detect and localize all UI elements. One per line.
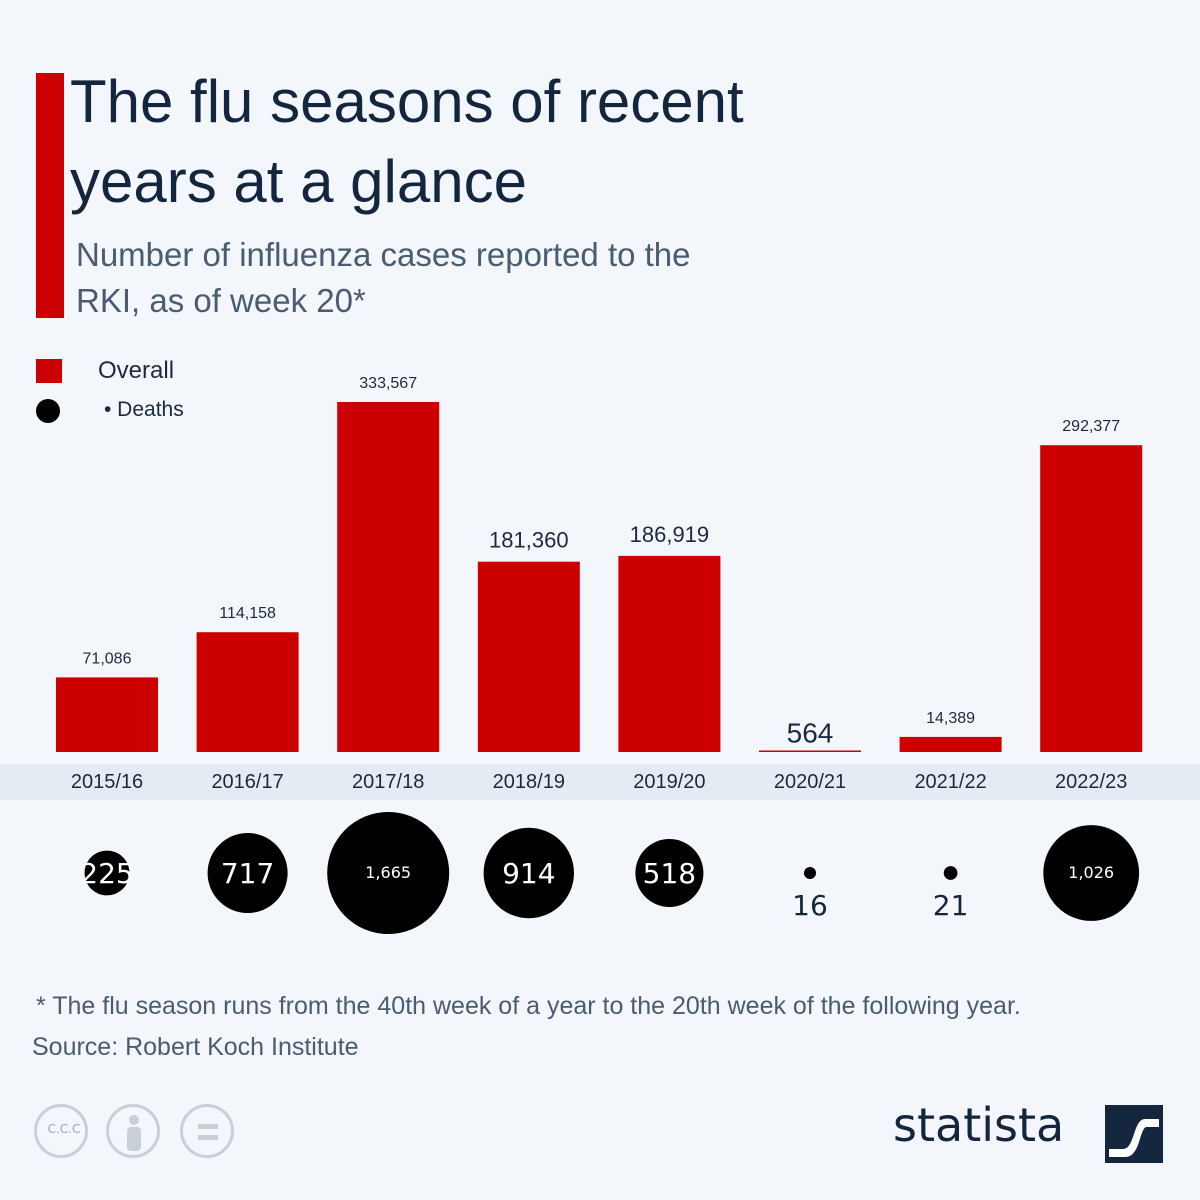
bar-2021/22	[899, 736, 1002, 752]
cc-label: C.C.C	[47, 1122, 81, 1136]
chart-title: The flu seasons of recent years at a gla…	[70, 68, 744, 215]
death-bubble-2021/22	[943, 866, 958, 880]
person-head	[129, 1115, 139, 1125]
death-bubble-2018/19	[483, 827, 574, 919]
cc-icon[interactable]: C.C.C	[34, 1104, 88, 1158]
bar-2020/21	[759, 750, 861, 752]
nd-equals-icon[interactable]	[180, 1104, 234, 1158]
bar-2017/18	[337, 402, 440, 752]
statista-logo-icon[interactable]	[1105, 1105, 1163, 1163]
death-value-label: 21	[933, 889, 969, 922]
bar-value-label: 114,158	[219, 605, 276, 622]
bar-value-label: 71,086	[83, 650, 132, 667]
legend-label-overall: Overall	[98, 357, 175, 384]
death-value-label: 914	[502, 857, 555, 890]
x-tick-label: 2022/23	[1055, 771, 1127, 793]
x-tick-label: 2017/18	[352, 771, 424, 793]
death-value-label: 16	[792, 889, 828, 922]
equals-line-top	[198, 1124, 218, 1129]
bar-value-label: 564	[787, 718, 834, 749]
death-value-label: 1,665	[365, 863, 411, 882]
death-value-label: 518	[643, 857, 696, 890]
x-tick-label: 2018/19	[493, 771, 565, 793]
footnote: * The flu season runs from the 40th week…	[36, 992, 1021, 1020]
legend-swatch-overall	[36, 359, 62, 383]
bar-2016/17	[196, 632, 299, 752]
chart-plot: 71,086 2015/16 225 114,158 2016/17 717 333,567…	[56, 375, 1143, 934]
x-tick-label: 2021/22	[914, 771, 986, 793]
death-bubble-2015/16	[84, 850, 130, 896]
legend-dot-deaths	[36, 399, 60, 423]
death-value-label: 1,026	[1068, 863, 1114, 882]
bar-value-label: 14,389	[926, 710, 975, 727]
x-tick-label: 2016/17	[211, 771, 283, 793]
source-note: Source: Robert Koch Institute	[32, 1033, 359, 1061]
x-tick-label: 2020/21	[774, 771, 846, 793]
x-axis-band	[0, 764, 1200, 800]
bar-value-label: 181,360	[489, 528, 569, 553]
death-bubble-2019/20	[635, 838, 704, 908]
bar-value-label: 333,567	[359, 375, 417, 392]
x-tick-label: 2015/16	[71, 771, 143, 793]
bar-2022/23	[1040, 445, 1143, 752]
death-value-label: 225	[80, 857, 133, 890]
legend-label-deaths: • Deaths	[104, 398, 184, 421]
death-value-label: 717	[221, 857, 274, 890]
death-bubble-2016/17	[207, 832, 288, 914]
death-bubble-2017/18	[327, 812, 450, 934]
title-accent-bar	[36, 73, 64, 318]
person-body	[127, 1127, 141, 1151]
death-bubble-2022/23	[1043, 825, 1140, 921]
chart-subtitle: Number of influenza cases reported to th…	[76, 236, 691, 319]
bar-2015/16	[56, 677, 158, 752]
death-bubble-2020/21	[804, 867, 816, 879]
bar-2019/20	[618, 555, 721, 752]
bar-value-label: 186,919	[630, 522, 710, 547]
by-person-icon[interactable]	[106, 1104, 160, 1158]
statista-logo-wave	[1109, 1119, 1159, 1157]
bar-2018/19	[477, 561, 580, 752]
statista-wordmark[interactable]: statista	[893, 1098, 1065, 1152]
equals-line-bottom	[198, 1135, 218, 1140]
bar-value-label: 292,377	[1062, 418, 1120, 435]
x-tick-label: 2019/20	[633, 771, 705, 793]
